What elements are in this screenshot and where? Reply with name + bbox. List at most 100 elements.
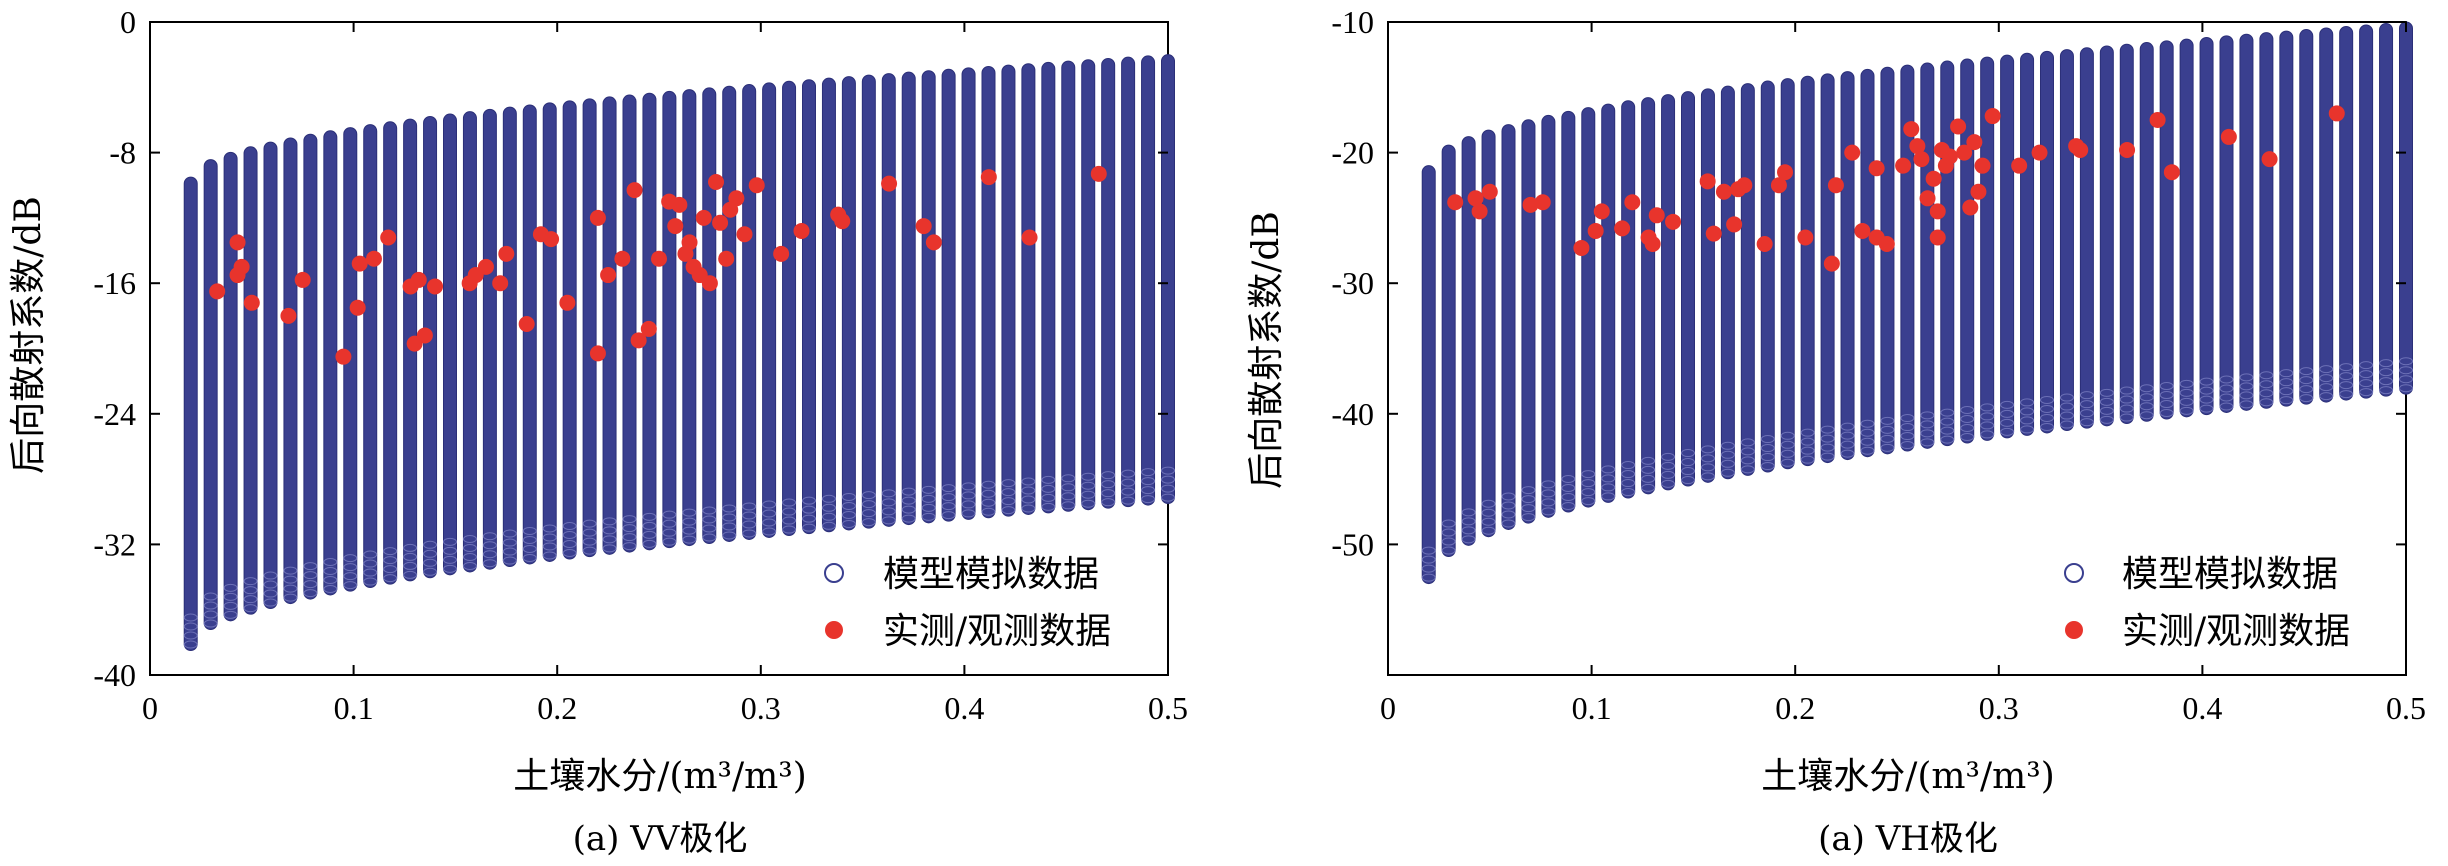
vv-observed-point bbox=[793, 222, 810, 239]
vh-model-marker bbox=[1940, 408, 1955, 417]
vh-model-marker bbox=[1980, 430, 1995, 439]
vh-model-marker bbox=[1880, 416, 1895, 425]
vv-model-column bbox=[742, 84, 757, 540]
vv-model-marker bbox=[921, 512, 936, 521]
vv-model-marker bbox=[941, 511, 956, 520]
vh-model-marker bbox=[1421, 546, 1436, 555]
vh-observed-point bbox=[2149, 111, 2166, 128]
vv-observed-point bbox=[589, 209, 606, 226]
vh-observed-point bbox=[1770, 177, 1787, 194]
vh-observed-point bbox=[1777, 164, 1794, 181]
vh-model-marker bbox=[2099, 406, 2114, 415]
vv-model-marker bbox=[343, 554, 358, 563]
vh-model-marker bbox=[2119, 413, 2134, 422]
vv-model-marker bbox=[562, 549, 577, 558]
vh-model-marker bbox=[1561, 484, 1576, 493]
vh-model-marker bbox=[2259, 380, 2274, 389]
vv-model-marker bbox=[482, 532, 497, 541]
vv-observed-point bbox=[736, 226, 753, 243]
vv-model-marker bbox=[263, 589, 278, 598]
vh-model-column bbox=[2139, 42, 2154, 422]
vv-model-marker bbox=[1101, 489, 1116, 498]
vh-model-column bbox=[1920, 62, 1935, 449]
vh-model-marker bbox=[1680, 449, 1695, 458]
vv-model-marker bbox=[303, 571, 318, 580]
vv-model-marker bbox=[1081, 499, 1096, 508]
vh-model-marker bbox=[1800, 446, 1815, 455]
vv-model-column bbox=[961, 67, 976, 520]
vv-model-marker bbox=[762, 509, 777, 518]
vh-model-marker bbox=[2199, 395, 2214, 404]
vh-observed-point bbox=[1868, 160, 1885, 177]
vh-observed-point bbox=[1827, 177, 1844, 194]
vv-model-marker bbox=[323, 575, 338, 584]
vv-model-column bbox=[921, 70, 936, 524]
vv-observed-point bbox=[671, 196, 688, 213]
vh-model-marker bbox=[2099, 415, 2114, 424]
vh-model-marker bbox=[2319, 374, 2334, 383]
vh-observed-point bbox=[1956, 144, 1973, 161]
vh-y-tick-label: -20 bbox=[1331, 135, 1374, 171]
vh-model-marker bbox=[1900, 414, 1915, 423]
vh-model-marker bbox=[1880, 425, 1895, 434]
vh-model-column bbox=[2359, 24, 2374, 399]
vh-model-marker bbox=[2099, 397, 2114, 406]
vv-observed-point bbox=[718, 250, 735, 267]
vv-model-column bbox=[243, 146, 258, 615]
vv-model-marker bbox=[881, 507, 896, 516]
vh-model-marker bbox=[1880, 434, 1895, 443]
vv-model-marker bbox=[801, 523, 816, 532]
vv-observed-point bbox=[728, 190, 745, 207]
vh-model-marker bbox=[1860, 428, 1875, 437]
vh-model-marker bbox=[2139, 402, 2154, 411]
vv-observed-point bbox=[614, 250, 631, 267]
vv-model-marker bbox=[881, 489, 896, 498]
vh-model-marker bbox=[1561, 502, 1576, 511]
vh-model-marker bbox=[1481, 508, 1496, 517]
vv-model-marker bbox=[841, 519, 856, 528]
vv-model-marker bbox=[183, 631, 198, 640]
vv-model-marker bbox=[502, 538, 517, 547]
vv-model-marker bbox=[343, 563, 358, 572]
vv-model-marker bbox=[961, 491, 976, 500]
vh-observed-point bbox=[2328, 105, 2345, 122]
vv-observed-point bbox=[630, 332, 647, 349]
vh-observed-point bbox=[1736, 177, 1753, 194]
vh-observed-point bbox=[1984, 108, 2001, 125]
vv-x-tick-label: 0.1 bbox=[334, 690, 374, 726]
vh-model-column bbox=[1501, 124, 1516, 530]
vv-observed-point bbox=[492, 275, 509, 292]
vh-model-marker bbox=[2079, 418, 2094, 427]
vh-model-marker bbox=[2020, 398, 2035, 407]
vh-model-marker bbox=[1960, 424, 1975, 433]
vh-model-marker bbox=[2179, 388, 2194, 397]
vv-model-marker bbox=[243, 577, 258, 586]
vh-model-marker bbox=[2020, 416, 2035, 425]
vv-model-marker bbox=[782, 516, 797, 525]
vv-observed-points bbox=[209, 165, 1107, 365]
vh-model-marker bbox=[2020, 425, 2035, 434]
vh-model-marker bbox=[2379, 368, 2394, 377]
vv-model-marker bbox=[1101, 480, 1116, 489]
vh-model-marker bbox=[1541, 489, 1556, 498]
vh-observed-point bbox=[1726, 216, 1743, 233]
vh-model-marker bbox=[1481, 499, 1496, 508]
vh-model-column bbox=[1541, 114, 1556, 518]
vv-model-marker bbox=[243, 604, 258, 613]
vv-observed-point bbox=[351, 255, 368, 272]
vv-model-marker bbox=[861, 509, 876, 518]
vh-model-marker bbox=[1820, 425, 1835, 434]
vh-model-marker bbox=[2159, 391, 2174, 400]
vv-model-column bbox=[1081, 59, 1096, 511]
vv-model-marker bbox=[1081, 481, 1096, 490]
vv-model-column bbox=[602, 96, 617, 555]
vv-model-marker bbox=[1001, 506, 1016, 515]
vv-model-marker bbox=[403, 552, 418, 561]
vv-model-marker bbox=[722, 522, 737, 531]
vv-model-marker bbox=[622, 542, 637, 551]
vv-model-column bbox=[821, 77, 836, 533]
vh-model-marker bbox=[1641, 465, 1656, 474]
vv-model-marker bbox=[383, 574, 398, 583]
vv-model-marker bbox=[722, 531, 737, 540]
vv-y-tick-label: -16 bbox=[93, 265, 136, 301]
